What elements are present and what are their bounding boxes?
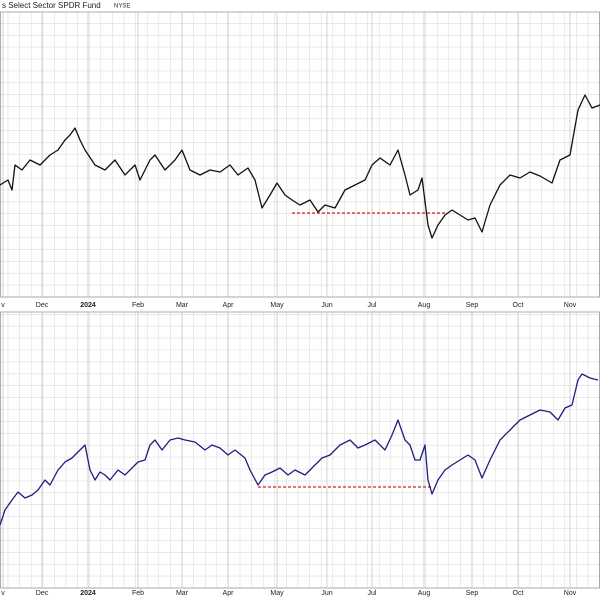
x-tick-label: May bbox=[270, 590, 284, 597]
x-tick-label: 2024 bbox=[80, 302, 96, 309]
x-tick-label: Dec bbox=[36, 590, 49, 597]
x-tick-label: May bbox=[270, 302, 284, 309]
x-tick-label: Aug bbox=[418, 590, 431, 597]
exchange-label: NYSE bbox=[114, 4, 130, 10]
x-tick-label: Sep bbox=[466, 590, 479, 597]
x-tick-label: Jun bbox=[321, 302, 332, 309]
x-tick-label: Apr bbox=[223, 590, 235, 597]
x-tick-label: Aug bbox=[418, 302, 431, 309]
x-tick-label: Nov bbox=[564, 302, 577, 309]
price-line bbox=[0, 373, 599, 526]
x-tick-label: Jun bbox=[321, 590, 332, 597]
x-tick-label: Jul bbox=[368, 302, 377, 309]
x-tick-label: Feb bbox=[132, 302, 144, 309]
x-tick-label: Mar bbox=[176, 590, 189, 597]
x-tick-label: Jul bbox=[368, 590, 377, 597]
x-tick-label: Nov bbox=[564, 590, 577, 597]
x-tick-label: Dec bbox=[36, 302, 49, 309]
price-line bbox=[0, 94, 600, 239]
x-tick-label: Feb bbox=[132, 590, 144, 597]
x-tick-label: Sep bbox=[466, 302, 479, 309]
x-tick-label: Oct bbox=[513, 302, 524, 309]
x-tick-label: v bbox=[1, 590, 5, 597]
x-tick-label: Apr bbox=[223, 302, 235, 309]
x-tick-label: Oct bbox=[513, 590, 524, 597]
x-tick-label: 2024 bbox=[80, 590, 96, 597]
chart-title: s Select Sector SPDR Fund bbox=[2, 1, 101, 10]
x-tick-label: Mar bbox=[176, 302, 189, 309]
x-tick-label: v bbox=[1, 302, 5, 309]
